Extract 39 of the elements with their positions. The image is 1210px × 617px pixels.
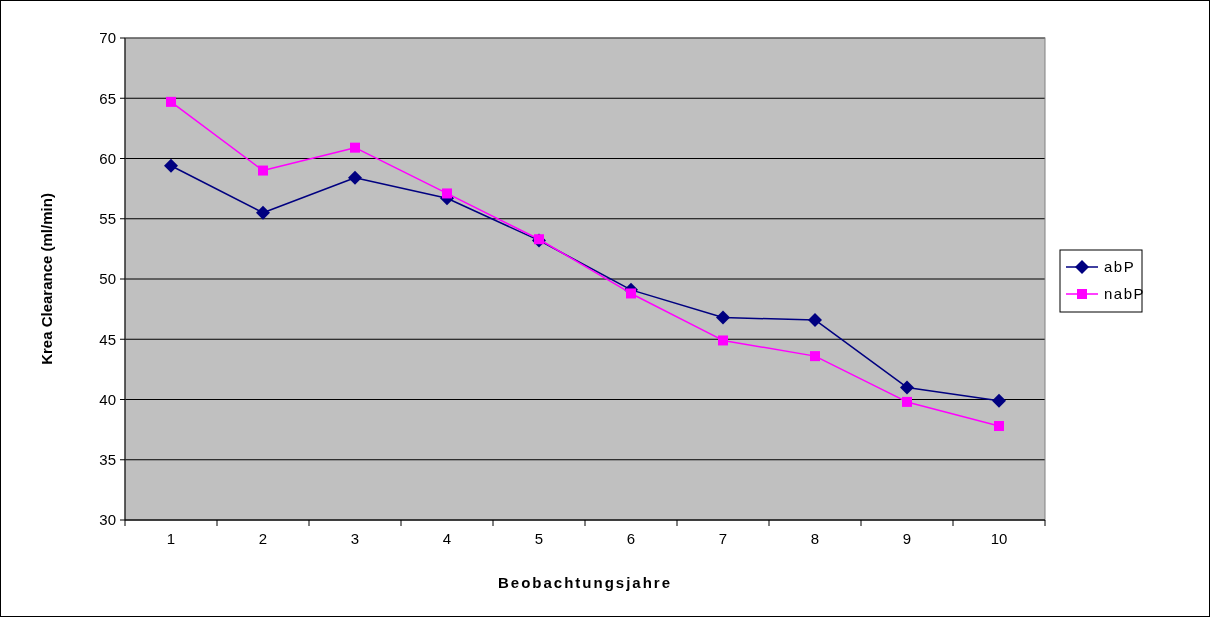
point xyxy=(442,188,452,199)
point xyxy=(350,142,360,153)
y-tick-label: 55 xyxy=(99,210,116,227)
y-tick-label: 40 xyxy=(99,390,116,408)
point xyxy=(808,312,822,327)
x-tick-label: 4 xyxy=(442,530,452,547)
x-tick-label: 2 xyxy=(258,530,268,547)
point xyxy=(902,396,912,407)
point xyxy=(164,158,178,173)
x-axis-title: Beobachtungsjahre xyxy=(497,574,673,591)
x-tick-label: 1 xyxy=(166,530,176,547)
x-tick-label: 3 xyxy=(350,530,360,547)
point xyxy=(256,205,270,220)
x-tick-label: 9 xyxy=(902,530,912,547)
x-tick-label: 10 xyxy=(990,530,1008,547)
y-tick-label: 35 xyxy=(99,451,116,468)
y-tick-label: 70 xyxy=(99,29,116,47)
legend-label: abP xyxy=(1104,258,1136,276)
point xyxy=(258,165,268,176)
y-tick-label: 50 xyxy=(99,270,116,288)
point xyxy=(716,310,730,325)
point xyxy=(348,170,362,185)
y-tick-label: 45 xyxy=(99,330,116,348)
y-tick-label: 60 xyxy=(99,149,116,167)
point xyxy=(166,96,176,107)
x-tick-label: 8 xyxy=(810,530,820,547)
y-axis-title: Krea Clearance (ml/min) xyxy=(38,193,55,365)
point xyxy=(718,335,728,346)
x-tick-label: 6 xyxy=(626,530,636,547)
legend-label: nabP xyxy=(1104,285,1146,303)
x-tick-label: 5 xyxy=(534,530,544,547)
x-tick-label: 7 xyxy=(718,530,728,547)
point xyxy=(994,421,1004,432)
point xyxy=(626,288,636,299)
point xyxy=(810,351,820,362)
point xyxy=(992,393,1006,408)
y-tick-label: 30 xyxy=(99,511,116,529)
point xyxy=(900,380,914,395)
y-tick-label: 65 xyxy=(99,89,116,107)
